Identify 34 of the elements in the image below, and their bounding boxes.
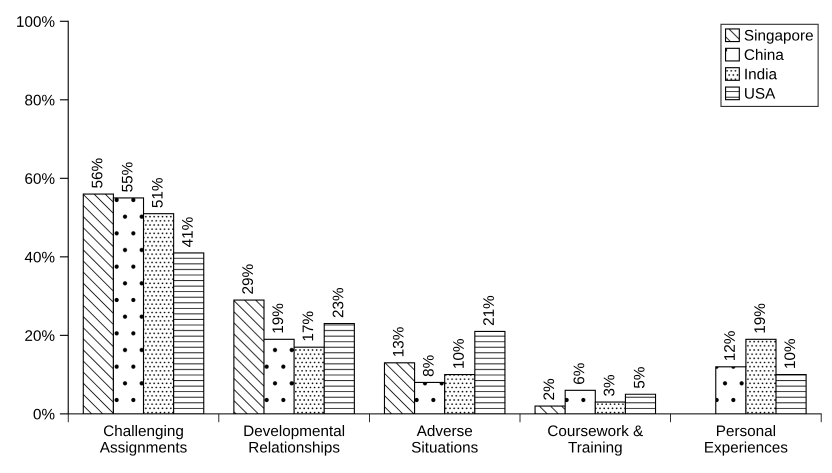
legend-label: USA	[745, 88, 776, 99]
data-label: 5%	[634, 367, 645, 388]
y-tick-label: 60%	[25, 173, 54, 184]
data-label: 10%	[784, 339, 796, 368]
y-tick-label: 100%	[17, 16, 54, 27]
data-label: 55%	[122, 162, 133, 192]
data-label: 8%	[422, 355, 434, 376]
data-label: 13%	[392, 327, 404, 356]
data-label: 19%	[754, 304, 766, 333]
data-label: 12%	[724, 331, 735, 360]
legend-label: China	[744, 48, 784, 60]
data-label: 56%	[92, 158, 102, 188]
x-tick-label: Personal Experiences	[705, 424, 788, 456]
data-label: 10%	[453, 339, 464, 368]
data-label: 29%	[242, 264, 254, 294]
y-tick-label: 0%	[34, 408, 54, 420]
data-label: 21%	[483, 296, 494, 326]
y-tick-label: 20%	[25, 330, 54, 342]
x-tick-label: Coursework & Training	[548, 424, 644, 456]
data-label: 19%	[272, 304, 284, 333]
data-label: 6%	[574, 363, 584, 384]
data-label: 2%	[543, 378, 554, 400]
x-tick-label: Developmental Relationships	[244, 424, 344, 456]
data-label: 41%	[182, 217, 193, 248]
data-label: 3%	[604, 375, 614, 396]
data-label: 17%	[302, 312, 314, 340]
x-tick-label: Challenging Assignments	[100, 424, 187, 456]
y-tick-label: 40%	[24, 252, 54, 263]
x-tick-label: Adverse Situations	[412, 424, 478, 453]
legend-label: India	[745, 68, 778, 80]
data-label: 23%	[332, 288, 344, 318]
legend-label: Singapore	[744, 29, 813, 44]
data-label: 51%	[152, 178, 163, 208]
y-tick-label: 80%	[25, 94, 54, 106]
